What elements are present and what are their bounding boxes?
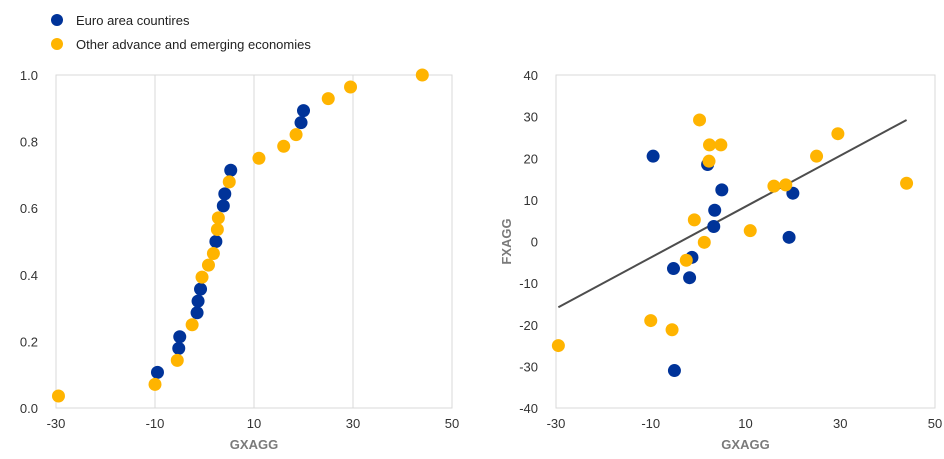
series-other-economies	[551, 113, 914, 353]
data-point	[277, 139, 291, 153]
legend-group: Euro area countires Other advance and eme…	[51, 13, 311, 52]
data-point	[294, 116, 308, 130]
data-point	[224, 163, 238, 177]
y-tick-label: 10	[524, 193, 538, 208]
data-point	[644, 314, 658, 328]
x-tick-label: -30	[547, 416, 566, 431]
data-point	[810, 149, 824, 163]
y-tick-label: 30	[524, 110, 538, 125]
y-tick-label: 0	[531, 235, 538, 250]
data-point	[667, 364, 681, 378]
data-point	[715, 183, 729, 197]
data-point	[687, 213, 701, 227]
y-tick-label: -20	[519, 318, 538, 333]
data-point	[344, 80, 358, 94]
data-point	[210, 223, 224, 237]
data-point	[707, 220, 721, 234]
x-tick-label: 30	[346, 416, 360, 431]
data-point	[646, 149, 660, 163]
data-point	[714, 138, 728, 152]
data-point	[252, 151, 266, 165]
data-point	[170, 353, 184, 367]
data-point	[218, 187, 232, 201]
data-point	[665, 323, 679, 337]
y-tick-label: 1.0	[20, 68, 38, 83]
data-point	[201, 258, 215, 272]
series-other-economies	[51, 68, 429, 403]
y-tick-label: 0.6	[20, 201, 38, 216]
data-point	[51, 389, 65, 403]
data-point	[209, 235, 223, 248]
data-point	[321, 92, 335, 106]
y-tick-label: -10	[519, 276, 538, 291]
x-tick-label: -10	[146, 416, 165, 431]
data-point	[697, 235, 711, 249]
legend-marker	[51, 14, 63, 26]
data-point	[683, 271, 697, 285]
data-point	[679, 253, 693, 267]
data-point	[743, 224, 757, 238]
x-tick-label: 10	[738, 416, 752, 431]
x-axis-title: GXAGG	[230, 437, 278, 452]
y-tick-label: 20	[524, 151, 538, 166]
x-tick-label: 50	[445, 416, 459, 431]
y-tick-label: 0.8	[20, 135, 38, 150]
x-tick-label: -30	[47, 416, 66, 431]
x-tick-label: 10	[247, 416, 261, 431]
data-point	[831, 127, 845, 141]
data-point	[206, 246, 220, 260]
data-point	[900, 176, 914, 190]
data-point	[191, 294, 205, 308]
x-tick-label: 30	[833, 416, 847, 431]
data-point	[222, 175, 236, 189]
chart-left: -30 -10 10 30 50 0.0 0.2 0.4 0.6 0.8 1.0 GXAGG	[20, 68, 459, 452]
y-tick-label: 0.2	[20, 334, 38, 349]
data-point	[289, 128, 303, 142]
data-point	[297, 104, 310, 118]
y-tick-label: -30	[519, 359, 538, 374]
data-point	[551, 339, 565, 353]
data-point	[767, 179, 781, 193]
data-point	[708, 203, 722, 217]
data-point	[195, 270, 209, 284]
data-point	[194, 282, 208, 296]
data-point	[148, 377, 162, 391]
x-tick-label: -10	[641, 416, 660, 431]
chart-right: -30 -10 10 30 50 -40 -30 -20 -10 0 10 20 30 40 GXAGG FX…	[499, 68, 942, 452]
data-point	[415, 68, 429, 82]
trendline	[557, 119, 908, 309]
data-point	[216, 199, 230, 213]
data-point	[190, 306, 204, 320]
data-point	[702, 154, 716, 168]
x-tick-label: 50	[928, 416, 942, 431]
y-tick-label: 0.0	[20, 401, 38, 416]
data-point	[779, 178, 793, 192]
legend-label: Euro area countires	[76, 13, 190, 28]
data-point	[693, 113, 707, 127]
x-axis-title: GXAGG	[721, 437, 769, 452]
data-point	[172, 341, 186, 355]
series-euro-area	[150, 104, 310, 379]
data-point	[173, 330, 187, 344]
data-point	[185, 318, 199, 332]
y-tick-label: 40	[524, 68, 538, 83]
legend-marker	[51, 38, 63, 50]
y-tick-label: 0.4	[20, 268, 38, 283]
y-tick-label: -40	[519, 401, 538, 416]
data-point	[211, 211, 225, 225]
data-point	[666, 262, 680, 276]
data-point	[702, 138, 716, 152]
legend-label: Other advance and emerging economies	[76, 37, 311, 52]
data-point	[150, 365, 164, 379]
data-point	[782, 230, 796, 244]
y-axis-title: FXAGG	[499, 218, 514, 264]
plot-frame	[555, 74, 936, 409]
